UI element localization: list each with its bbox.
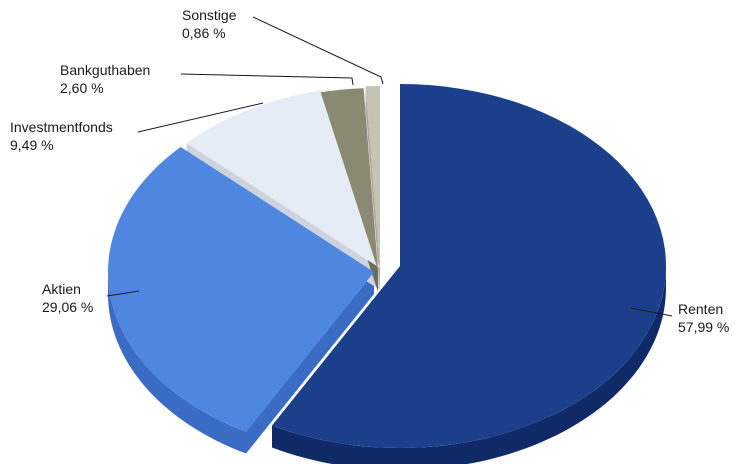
slice-value-renten: 57,99 % bbox=[678, 319, 729, 335]
slice-side-aktien bbox=[108, 272, 246, 454]
slice-value-aktien: 29,06 % bbox=[42, 299, 93, 315]
pie-tops bbox=[108, 84, 666, 448]
pie-slice-bankguthaben bbox=[320, 88, 378, 270]
pie-slice-investmentfonds bbox=[186, 90, 380, 268]
leader-line-aktien bbox=[106, 290, 140, 297]
pie-slice-renten bbox=[272, 84, 666, 448]
slice-label-sonstige: Sonstige bbox=[182, 7, 237, 23]
slice-side-renten bbox=[272, 266, 666, 464]
slice-value-bankguthaben: 2,60 % bbox=[60, 80, 104, 96]
leader-line-bankguthaben bbox=[180, 73, 354, 86]
leader-line-investmentfonds bbox=[137, 102, 264, 133]
leader-lines bbox=[106, 16, 673, 317]
leader-line-renten bbox=[630, 307, 673, 317]
slice-label-bankguthaben: Bankguthaben bbox=[60, 62, 150, 78]
slice-edge-aktien bbox=[246, 272, 374, 454]
pie-slice-sonstige bbox=[365, 86, 380, 268]
slice-label-aktien: Aktien bbox=[42, 281, 81, 297]
slice-label-investmentfonds: Investmentfonds bbox=[10, 119, 113, 135]
slice-value-sonstige: 0,86 % bbox=[182, 25, 226, 41]
slice-value-investmentfonds: 9,49 % bbox=[10, 137, 54, 153]
slice-label-renten: Renten bbox=[678, 301, 723, 317]
slice-edge-sonstige bbox=[365, 86, 380, 290]
pie-slice-aktien bbox=[108, 146, 374, 432]
slice-labels: Renten 57,99 % Aktien 29,06 % Investmentfond… bbox=[10, 7, 729, 335]
leader-line-sonstige bbox=[252, 16, 384, 85]
